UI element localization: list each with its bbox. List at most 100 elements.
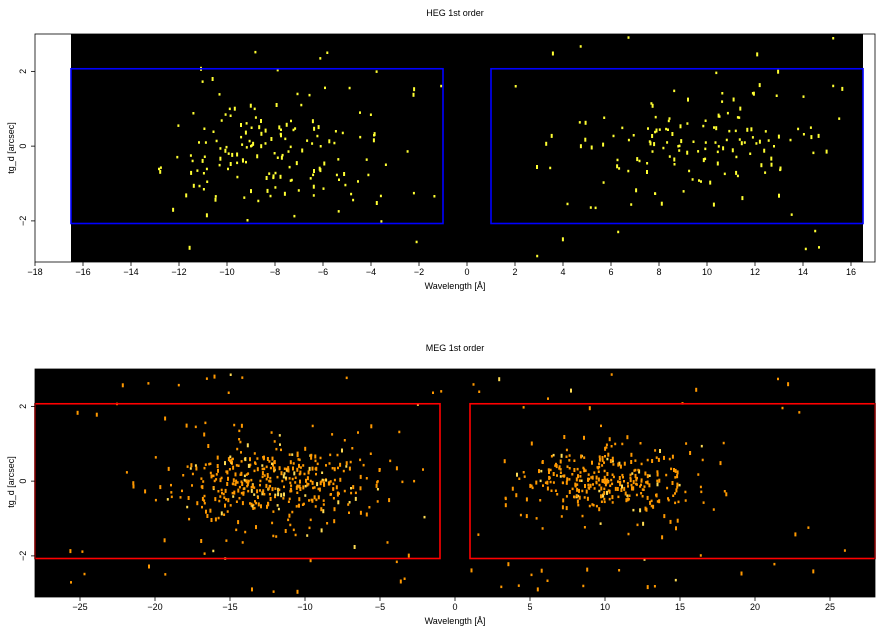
x-tick-label: 10 bbox=[600, 602, 610, 612]
event-point bbox=[201, 80, 204, 83]
event-point bbox=[809, 126, 812, 129]
event-point bbox=[319, 168, 322, 173]
x-tick-label: −8 bbox=[270, 267, 280, 277]
event-point bbox=[583, 496, 586, 499]
event-point bbox=[357, 431, 359, 434]
event-point bbox=[702, 124, 705, 128]
event-point bbox=[336, 492, 339, 497]
event-point bbox=[432, 391, 434, 394]
event-point bbox=[278, 488, 281, 492]
event-point bbox=[580, 479, 583, 482]
heg-regions bbox=[70, 67, 864, 225]
event-point bbox=[764, 171, 767, 174]
event-point bbox=[412, 191, 415, 195]
event-point bbox=[201, 496, 204, 501]
event-point bbox=[401, 480, 404, 484]
event-point bbox=[652, 504, 655, 509]
event-point bbox=[565, 455, 568, 458]
event-point bbox=[327, 481, 330, 486]
event-point bbox=[343, 439, 346, 442]
event-point bbox=[242, 487, 245, 491]
event-point bbox=[263, 455, 265, 460]
event-point bbox=[606, 490, 608, 495]
event-point bbox=[341, 131, 344, 135]
event-point bbox=[712, 202, 715, 207]
event-point bbox=[590, 476, 593, 479]
event-point bbox=[767, 139, 770, 142]
event-point bbox=[260, 119, 262, 123]
event-point bbox=[630, 452, 633, 457]
event-point bbox=[186, 465, 189, 468]
event-point bbox=[229, 504, 232, 507]
event-point bbox=[576, 494, 579, 498]
event-point bbox=[322, 187, 325, 190]
event-point bbox=[292, 462, 295, 465]
event-point bbox=[214, 497, 217, 502]
event-point bbox=[588, 406, 591, 411]
event-point bbox=[224, 488, 227, 493]
event-point bbox=[260, 144, 263, 149]
event-point bbox=[573, 468, 576, 472]
event-point bbox=[674, 492, 676, 495]
event-point bbox=[350, 192, 353, 196]
event-point bbox=[651, 103, 654, 108]
event-point bbox=[704, 147, 707, 151]
event-point bbox=[621, 126, 624, 130]
event-point bbox=[228, 468, 231, 471]
event-point bbox=[704, 119, 707, 122]
event-point bbox=[359, 111, 361, 114]
event-point bbox=[297, 504, 300, 507]
event-point bbox=[413, 479, 416, 483]
x-tick-label: 0 bbox=[452, 602, 457, 612]
event-point bbox=[198, 141, 200, 144]
event-point bbox=[271, 462, 273, 465]
event-point bbox=[470, 568, 473, 573]
x-tick-label: 2 bbox=[512, 267, 517, 277]
event-point bbox=[584, 120, 587, 125]
event-point bbox=[597, 470, 600, 473]
event-point bbox=[699, 554, 702, 557]
event-point bbox=[540, 568, 543, 573]
event-point bbox=[579, 471, 582, 474]
event-point bbox=[758, 139, 761, 144]
event-point bbox=[289, 523, 292, 527]
event-point bbox=[578, 495, 581, 500]
event-point bbox=[376, 480, 379, 483]
event-point bbox=[285, 122, 288, 127]
event-point bbox=[164, 573, 167, 576]
event-point bbox=[646, 162, 649, 165]
event-point bbox=[241, 501, 244, 506]
event-point bbox=[773, 145, 775, 148]
event-point bbox=[326, 51, 329, 54]
event-point bbox=[558, 467, 561, 470]
event-point bbox=[272, 466, 275, 471]
event-point bbox=[603, 481, 606, 484]
event-point bbox=[798, 411, 801, 414]
event-point bbox=[252, 141, 255, 146]
event-point bbox=[244, 130, 247, 135]
event-point bbox=[529, 483, 532, 488]
event-point bbox=[298, 463, 300, 468]
event-point bbox=[718, 115, 721, 118]
event-point bbox=[691, 178, 694, 181]
event-point bbox=[758, 83, 761, 88]
event-point bbox=[671, 132, 674, 136]
event-point bbox=[242, 158, 244, 163]
event-point bbox=[209, 471, 212, 475]
event-point bbox=[241, 482, 244, 486]
event-point bbox=[550, 455, 553, 458]
event-point bbox=[333, 141, 336, 145]
event-point bbox=[350, 487, 352, 490]
event-point bbox=[715, 126, 718, 131]
event-point bbox=[640, 483, 642, 487]
event-point bbox=[246, 443, 249, 448]
event-point bbox=[715, 71, 718, 75]
event-point bbox=[608, 437, 611, 442]
event-point bbox=[325, 479, 328, 482]
event-point bbox=[369, 113, 372, 116]
event-point bbox=[629, 476, 632, 480]
event-point bbox=[676, 482, 679, 487]
event-point bbox=[269, 194, 272, 198]
event-point bbox=[320, 507, 323, 512]
event-point bbox=[511, 486, 514, 491]
